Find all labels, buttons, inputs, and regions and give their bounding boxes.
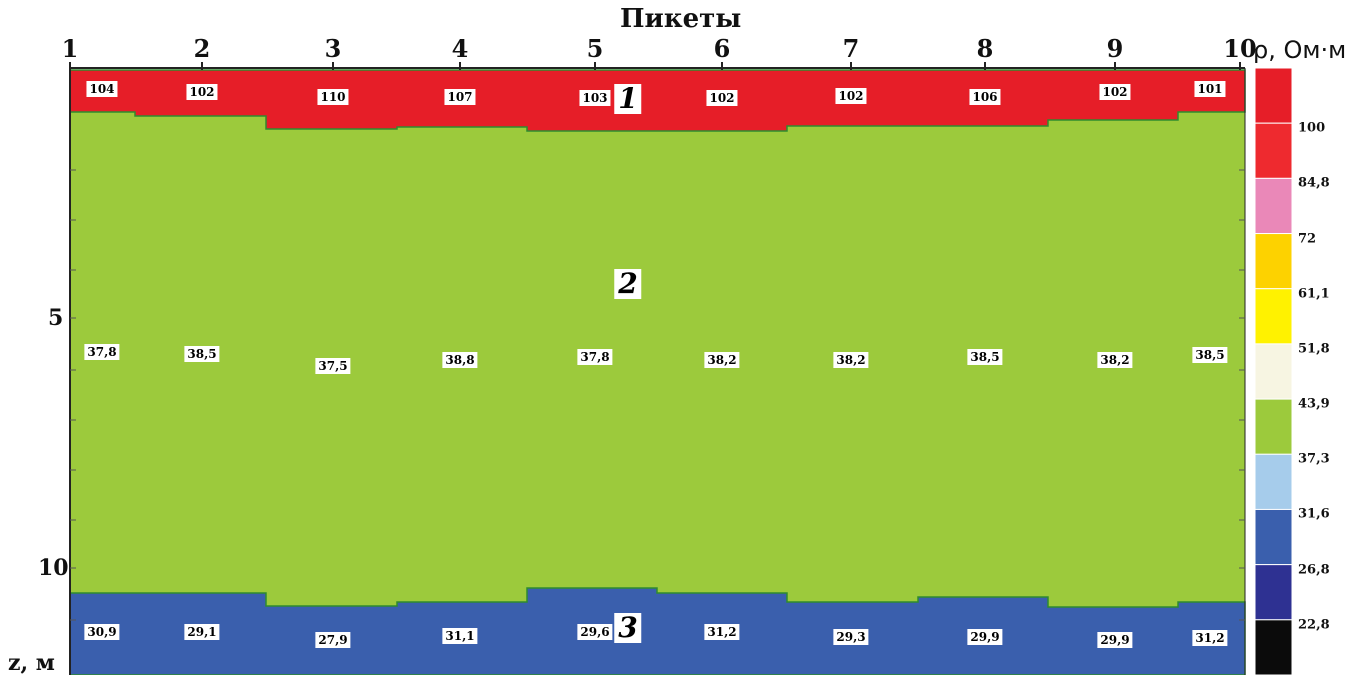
resistivity-value-layer1: 106 bbox=[969, 89, 1001, 105]
layer-3-fill bbox=[69, 587, 1246, 675]
picket-label-8: 8 bbox=[976, 34, 994, 63]
resistivity-value-layer3: 31,1 bbox=[442, 628, 478, 644]
resistivity-value-layer2: 38,2 bbox=[1097, 352, 1133, 368]
resistivity-value-layer1: 102 bbox=[1099, 84, 1131, 100]
layer-number-3: 3 bbox=[614, 613, 642, 643]
layer-number-2: 2 bbox=[614, 269, 642, 299]
resistivity-value-layer2: 38,5 bbox=[967, 349, 1003, 365]
colorbar-cell bbox=[1254, 67, 1293, 124]
picket-label-5: 5 bbox=[586, 34, 604, 63]
picket-label-9: 9 bbox=[1106, 34, 1124, 63]
picket-label-6: 6 bbox=[713, 34, 731, 63]
resistivity-value-layer2: 38,5 bbox=[184, 346, 220, 362]
resistivity-value-layer3: 29,9 bbox=[1097, 632, 1133, 648]
resistivity-value-layer2: 38,2 bbox=[833, 352, 869, 368]
colorbar-label: 72 bbox=[1298, 231, 1317, 247]
resistivity-value-layer2: 37,5 bbox=[315, 358, 351, 374]
colorbar-label: 61,1 bbox=[1298, 286, 1330, 302]
resistivity-value-layer2: 38,8 bbox=[442, 352, 478, 368]
z-axis-label: z, м bbox=[8, 650, 55, 676]
colorbar-label: 84,8 bbox=[1298, 175, 1330, 191]
resistivity-value-layer2: 37,8 bbox=[577, 349, 613, 365]
picket-label-10: 10 bbox=[1223, 34, 1257, 63]
resistivity-value-layer2: 37,8 bbox=[84, 344, 120, 360]
picket-label-3: 3 bbox=[324, 34, 342, 63]
resistivity-value-layer3: 29,1 bbox=[184, 624, 220, 640]
resistivity-value-layer3: 30,9 bbox=[84, 624, 120, 640]
colorbar-cell bbox=[1254, 564, 1293, 621]
resistivity-value-layer2: 38,5 bbox=[1192, 347, 1228, 363]
layer-1-fill bbox=[69, 69, 1246, 132]
picket-label-7: 7 bbox=[842, 34, 860, 63]
colorbar-cell bbox=[1254, 177, 1293, 235]
resistivity-value-layer2: 38,2 bbox=[704, 352, 740, 368]
colorbar-label: 51,8 bbox=[1298, 341, 1330, 357]
picket-label-2: 2 bbox=[193, 34, 211, 63]
depth-tick-10: 10 bbox=[38, 555, 69, 581]
layer-number-1: 1 bbox=[614, 84, 642, 114]
colorbar-label: 100 bbox=[1298, 120, 1326, 136]
colorbar-cell bbox=[1254, 343, 1293, 400]
resistivity-value-layer1: 101 bbox=[1194, 81, 1226, 97]
depth-tick-5: 5 bbox=[48, 305, 64, 331]
colorbar-label: 43,9 bbox=[1298, 396, 1330, 412]
colorbar-label: 37,3 bbox=[1298, 451, 1330, 467]
picket-label-1: 1 bbox=[61, 34, 79, 63]
colorbar-cell bbox=[1254, 453, 1293, 510]
resistivity-value-layer1: 104 bbox=[86, 81, 118, 97]
colorbar-cell bbox=[1254, 288, 1293, 345]
picket-label-4: 4 bbox=[451, 34, 469, 63]
resistivity-value-layer3: 29,6 bbox=[577, 624, 613, 640]
resistivity-value-layer3: 27,9 bbox=[315, 632, 351, 648]
resistivity-value-layer1: 102 bbox=[835, 88, 867, 104]
colorbar-label: 31,6 bbox=[1298, 506, 1330, 522]
colorbar-cell bbox=[1254, 398, 1293, 455]
resistivity-value-layer3: 29,9 bbox=[967, 629, 1003, 645]
colorbar-cell bbox=[1254, 619, 1293, 675]
colorbar-cell bbox=[1254, 122, 1293, 179]
resistivity-value-layer3: 31,2 bbox=[1192, 630, 1228, 646]
resistivity-value-layer1: 110 bbox=[317, 89, 349, 105]
resistivity-value-layer3: 31,2 bbox=[704, 624, 740, 640]
colorbar-label: 26,8 bbox=[1298, 562, 1330, 578]
resistivity-value-layer1: 107 bbox=[444, 89, 476, 105]
resistivity-value-layer1: 102 bbox=[706, 90, 738, 106]
unit-label: ρ, Ом·м bbox=[1253, 36, 1347, 64]
colorbar-label: 22,8 bbox=[1298, 617, 1330, 633]
colorbar-cell bbox=[1254, 233, 1293, 290]
resistivity-value-layer1: 103 bbox=[579, 90, 611, 106]
axis-ticks bbox=[69, 62, 1245, 621]
pickets-axis-title: Пикеты bbox=[620, 4, 742, 34]
resistivity-value-layer1: 102 bbox=[186, 84, 218, 100]
colorbar-cell bbox=[1254, 508, 1293, 566]
resistivity-value-layer3: 29,3 bbox=[833, 629, 869, 645]
colorbar bbox=[1254, 67, 1293, 675]
layer-2-fill bbox=[70, 70, 1245, 675]
